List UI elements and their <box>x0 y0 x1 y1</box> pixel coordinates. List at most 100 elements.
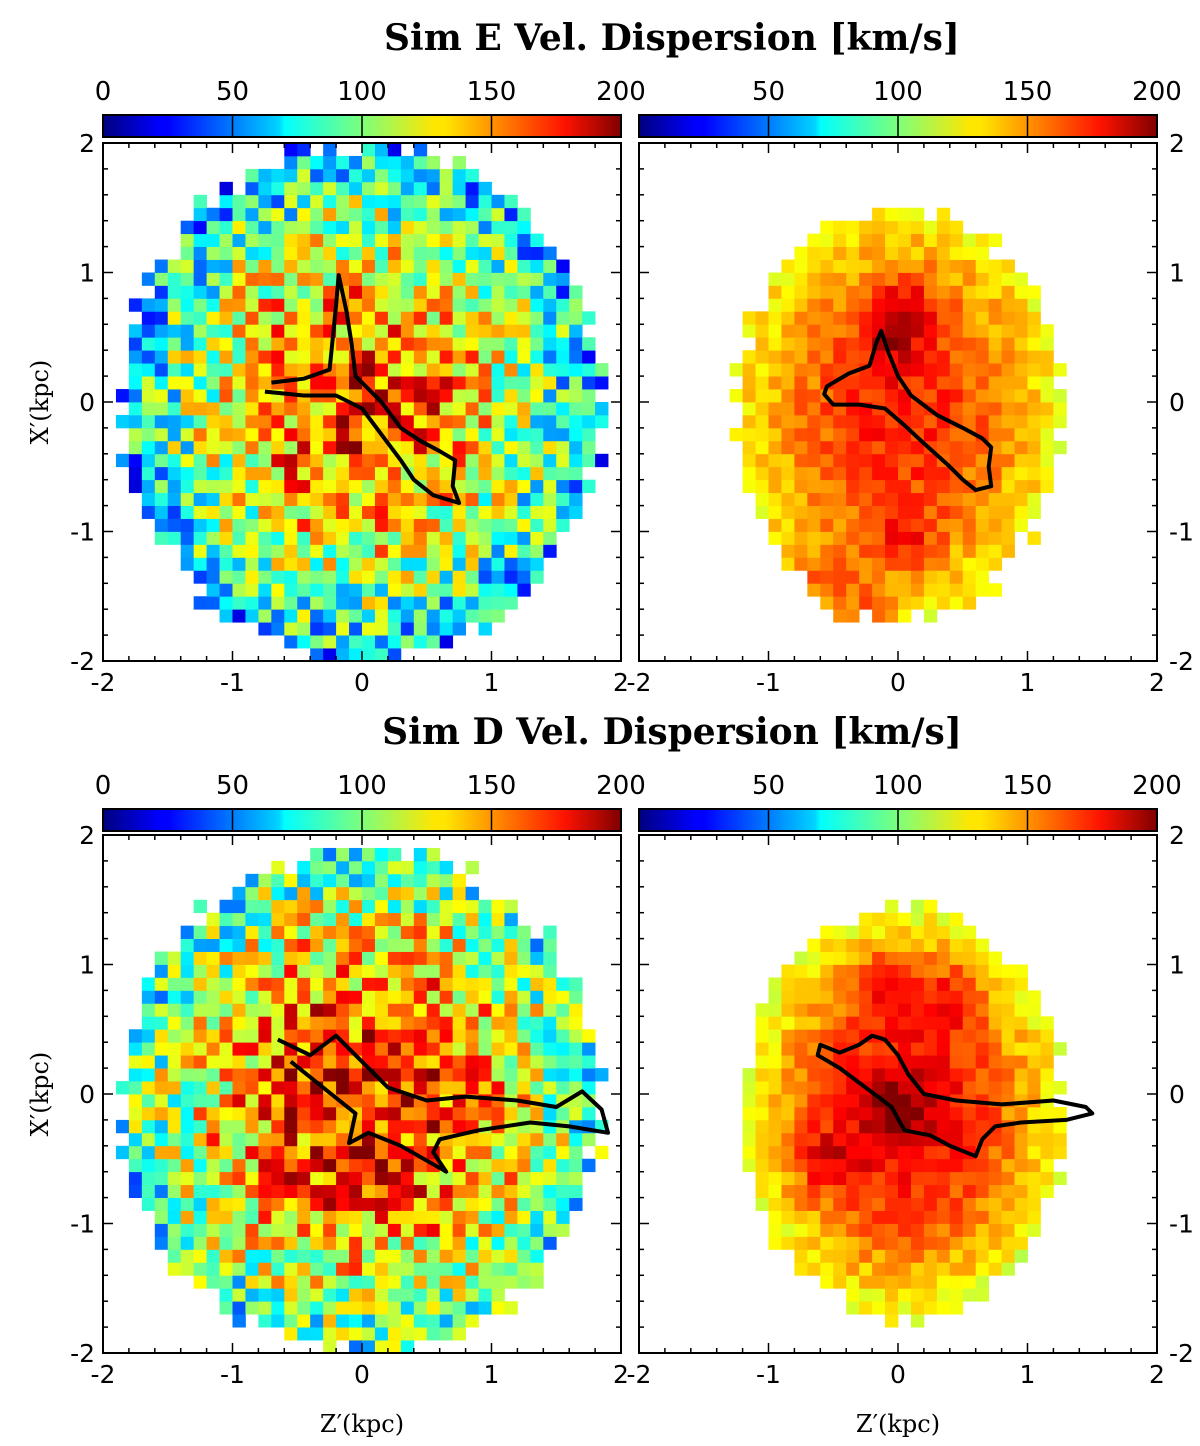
heatmap-cell <box>452 220 466 235</box>
heatmap-cell <box>465 1068 479 1082</box>
heatmap-cell <box>962 938 977 952</box>
heatmap-cell <box>755 1184 769 1198</box>
heatmap-cell <box>413 168 428 183</box>
heatmap-cell <box>219 1016 233 1030</box>
heatmap-cell <box>478 570 492 584</box>
heatmap-cell <box>1027 324 1041 338</box>
heatmap-cell <box>504 1081 518 1095</box>
heatmap-cell <box>936 427 951 442</box>
heatmap-cell <box>426 557 441 571</box>
colorbar-top-left: 0 50 100 150 200 <box>95 77 646 138</box>
colorbar-tick: 50 <box>752 77 785 107</box>
heatmap-cell <box>923 583 938 597</box>
heatmap-cell <box>923 285 938 299</box>
heatmap-cell <box>323 1145 337 1160</box>
heatmap-cell <box>885 505 899 519</box>
heatmap-cell <box>323 886 337 901</box>
heatmap-cell <box>478 453 492 468</box>
heatmap-cell <box>387 324 402 338</box>
heatmap-cell <box>543 427 557 442</box>
heatmap-cell <box>910 544 925 558</box>
heatmap-cell <box>949 1081 964 1095</box>
heatmap-cell <box>452 181 466 196</box>
heatmap-cell <box>362 609 376 623</box>
heatmap-cell <box>180 272 195 286</box>
heatmap-cell <box>400 1055 415 1069</box>
heatmap-cell <box>794 990 808 1004</box>
heatmap-cell <box>807 466 821 481</box>
heatmap-cell <box>885 531 899 545</box>
heatmap-cell <box>245 1003 259 1017</box>
heatmap-cell <box>755 1029 769 1043</box>
heatmap-cell <box>975 246 990 260</box>
heatmap-cell <box>569 1016 583 1030</box>
heatmap-cell <box>193 990 207 1004</box>
heatmap-cell <box>284 1210 298 1224</box>
heatmap-cell <box>1027 1003 1041 1017</box>
heatmap-cell <box>569 977 583 991</box>
heatmap-cell <box>898 977 912 991</box>
heatmap-cell <box>504 220 518 235</box>
heatmap-cell <box>820 1184 834 1198</box>
heatmap-cell <box>271 350 285 364</box>
heatmap-cell <box>872 479 886 494</box>
heatmap-cell <box>232 1236 246 1250</box>
heatmap-cell <box>465 990 479 1004</box>
heatmap-cell <box>362 1184 376 1198</box>
heatmap-cell <box>387 990 402 1004</box>
heatmap-cell <box>530 1223 544 1237</box>
heatmap-cell <box>284 311 298 325</box>
heatmap-cell <box>413 951 428 965</box>
heatmap-cell <box>949 1132 964 1147</box>
heatmap-cell <box>504 427 518 442</box>
heatmap-cell <box>167 311 182 325</box>
heatmap-cell <box>794 1158 808 1173</box>
heatmap-cell <box>556 272 570 286</box>
heatmap-cell <box>833 453 847 468</box>
heatmap-cell <box>349 583 363 597</box>
heatmap-cell <box>478 181 492 196</box>
heatmap-cell <box>167 505 182 519</box>
heatmap-cell <box>232 376 246 390</box>
heatmap-cell <box>426 964 441 978</box>
heatmap-cell <box>297 492 311 506</box>
heatmap-cell <box>323 1340 337 1354</box>
heatmap-cell <box>258 609 272 623</box>
heatmap-cell <box>781 1068 795 1082</box>
heatmap-cell <box>556 1171 570 1186</box>
heatmap-cell <box>1001 402 1015 416</box>
heatmap-cell <box>936 259 951 273</box>
heatmap-cell <box>387 635 402 649</box>
heatmap-cell <box>167 1016 182 1030</box>
heatmap-cell <box>833 557 847 571</box>
heatmap-cell <box>465 259 479 273</box>
heatmap-cell <box>595 363 609 377</box>
heatmap-cell <box>284 1158 298 1173</box>
heatmap-cell <box>271 570 285 584</box>
heatmap-cell <box>439 414 454 429</box>
heatmap-cell <box>452 873 466 888</box>
heatmap-cell <box>167 272 182 286</box>
heatmap-cell <box>413 1210 428 1224</box>
heatmap-cell <box>284 1275 298 1289</box>
heatmap-cell <box>297 272 311 286</box>
heatmap-cell <box>167 298 182 312</box>
heatmap-cell <box>128 453 143 468</box>
heatmap-cell <box>439 311 454 325</box>
heatmap-cell <box>833 583 847 597</box>
heatmap-cell <box>949 1119 964 1134</box>
heatmap-cell <box>478 964 492 978</box>
heatmap-cell <box>245 207 259 222</box>
heatmap-cell <box>975 1236 990 1250</box>
heatmap-cell <box>465 233 479 247</box>
heatmap-cell <box>245 912 259 927</box>
heatmap-cell <box>452 1210 466 1224</box>
heatmap-cell <box>820 938 834 952</box>
heatmap-cell <box>297 1184 311 1198</box>
heatmap-cell <box>323 492 337 506</box>
heatmap-cell <box>258 596 272 610</box>
heatmap-cell <box>258 977 272 991</box>
heatmap-cell <box>768 414 782 429</box>
heatmap-cell <box>1014 298 1028 312</box>
heatmap-cell <box>923 1262 938 1276</box>
